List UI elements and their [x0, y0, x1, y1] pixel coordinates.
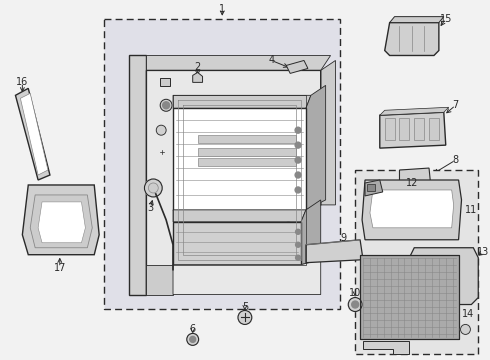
Polygon shape	[306, 240, 363, 263]
Text: 15: 15	[440, 14, 452, 24]
Text: 14: 14	[462, 310, 474, 319]
Polygon shape	[380, 107, 449, 115]
Circle shape	[145, 179, 162, 197]
Polygon shape	[173, 108, 306, 210]
Text: 16: 16	[16, 77, 28, 87]
Polygon shape	[173, 210, 306, 222]
Text: 1: 1	[219, 4, 225, 14]
Polygon shape	[173, 260, 321, 294]
Bar	[197, 135, 296, 143]
Bar	[385, 118, 394, 140]
Circle shape	[348, 298, 362, 311]
Polygon shape	[16, 88, 50, 180]
Polygon shape	[365, 180, 383, 196]
Circle shape	[461, 324, 470, 334]
Circle shape	[295, 229, 300, 234]
Text: 6: 6	[190, 324, 196, 334]
Text: 10: 10	[349, 288, 361, 298]
Circle shape	[295, 157, 301, 163]
Polygon shape	[30, 195, 92, 248]
Polygon shape	[399, 168, 431, 190]
Bar	[360, 255, 459, 339]
Polygon shape	[390, 17, 444, 23]
Text: 9: 9	[340, 233, 346, 243]
Circle shape	[148, 183, 158, 193]
Polygon shape	[286, 60, 308, 73]
Bar	[197, 148, 296, 156]
Bar	[355, 170, 478, 354]
Polygon shape	[321, 60, 336, 205]
Polygon shape	[147, 265, 173, 294]
Text: 5: 5	[242, 302, 248, 311]
Circle shape	[295, 242, 300, 247]
Text: 4: 4	[269, 55, 274, 66]
Polygon shape	[147, 55, 331, 71]
Bar	[414, 118, 424, 140]
Circle shape	[295, 172, 301, 178]
Circle shape	[295, 127, 301, 133]
Text: 7: 7	[452, 100, 459, 110]
Text: 11: 11	[465, 205, 477, 215]
Bar	[104, 19, 341, 310]
Bar	[429, 118, 439, 140]
Bar	[197, 158, 296, 166]
Circle shape	[295, 255, 300, 260]
Polygon shape	[380, 112, 446, 148]
Text: 8: 8	[453, 155, 459, 165]
Polygon shape	[38, 202, 85, 243]
Polygon shape	[23, 185, 99, 255]
Polygon shape	[306, 85, 326, 210]
Polygon shape	[301, 200, 321, 265]
Circle shape	[295, 187, 301, 193]
Circle shape	[295, 142, 301, 148]
Text: 3: 3	[147, 203, 153, 213]
Bar	[367, 184, 375, 191]
Bar	[160, 78, 170, 86]
Polygon shape	[21, 93, 48, 175]
Polygon shape	[385, 23, 439, 55]
Circle shape	[190, 336, 196, 342]
Polygon shape	[147, 71, 321, 294]
Circle shape	[163, 102, 170, 109]
Polygon shape	[173, 222, 301, 265]
Bar	[399, 118, 409, 140]
Text: 12: 12	[406, 178, 418, 188]
Bar	[360, 255, 459, 339]
Polygon shape	[362, 180, 462, 240]
Text: 17: 17	[53, 263, 66, 273]
Polygon shape	[409, 248, 478, 305]
Polygon shape	[370, 190, 454, 228]
Text: 13: 13	[477, 247, 490, 257]
Polygon shape	[173, 95, 311, 108]
Circle shape	[238, 310, 252, 324]
Text: 2: 2	[195, 62, 201, 72]
Polygon shape	[129, 55, 147, 294]
Circle shape	[187, 333, 198, 345]
Circle shape	[160, 99, 172, 111]
Circle shape	[156, 125, 166, 135]
Circle shape	[352, 301, 359, 308]
Polygon shape	[193, 72, 202, 82]
Polygon shape	[363, 341, 409, 354]
